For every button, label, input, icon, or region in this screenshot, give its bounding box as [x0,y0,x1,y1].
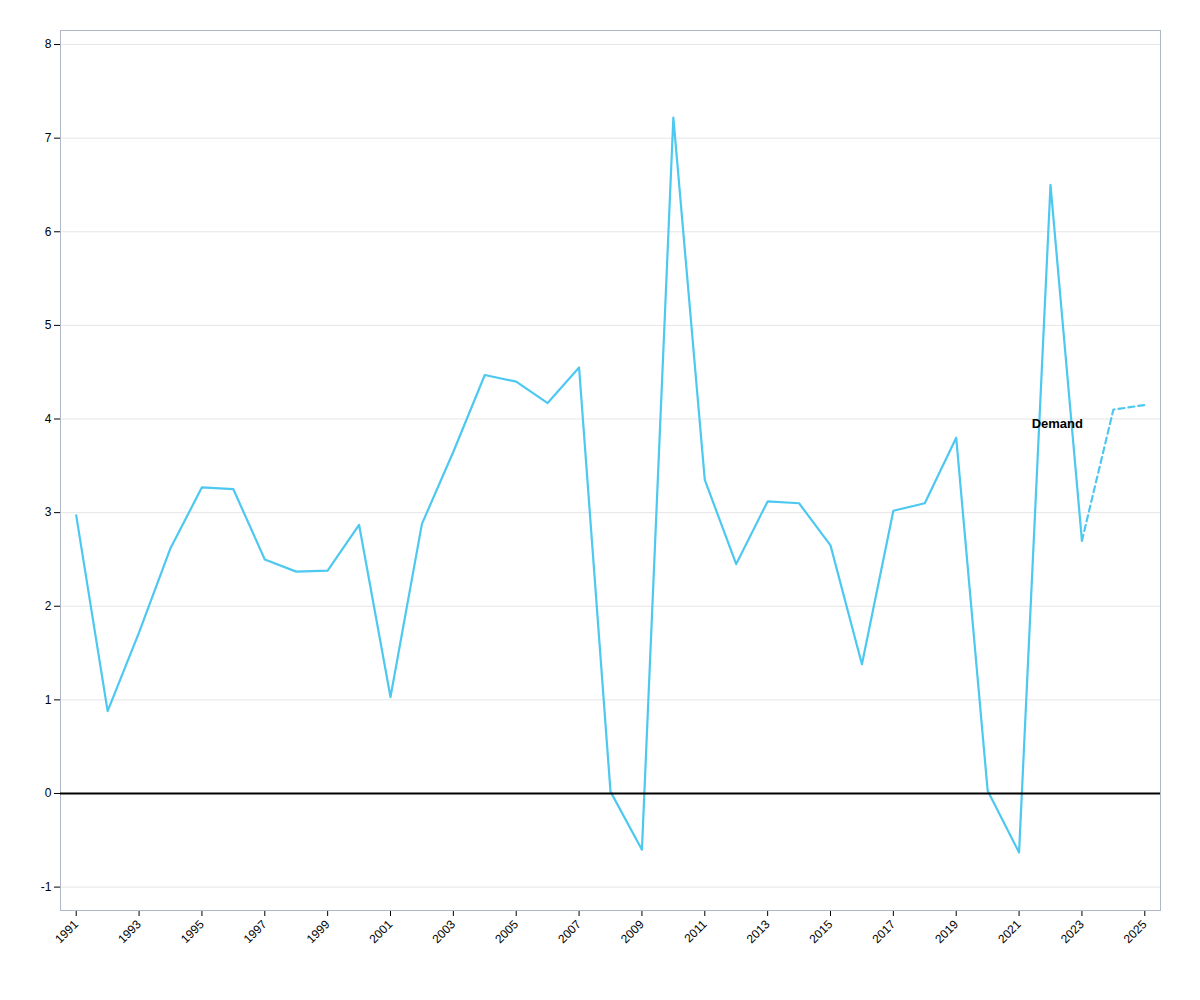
svg-text:4: 4 [45,412,52,426]
svg-text:2019: 2019 [932,917,961,946]
svg-text:2013: 2013 [744,917,773,946]
svg-text:1993: 1993 [115,917,144,946]
svg-text:2009: 2009 [618,917,647,946]
svg-text:3: 3 [45,505,52,519]
svg-text:Demand: Demand [1032,416,1083,431]
svg-text:2007: 2007 [555,917,584,946]
svg-text:5: 5 [45,318,52,332]
svg-text:0: 0 [45,786,52,800]
svg-text:1: 1 [45,693,52,707]
svg-text:1991: 1991 [52,917,81,946]
svg-text:2: 2 [45,599,52,613]
svg-text:2015: 2015 [807,917,836,946]
svg-text:2025: 2025 [1121,917,1150,946]
svg-text:1999: 1999 [304,917,333,946]
svg-text:2017: 2017 [869,917,898,946]
svg-text:8: 8 [45,37,52,51]
svg-text:2001: 2001 [367,917,396,946]
svg-text:2003: 2003 [429,917,458,946]
svg-text:2011: 2011 [681,917,709,945]
svg-text:7: 7 [45,131,52,145]
svg-text:2023: 2023 [1058,917,1087,946]
svg-text:2005: 2005 [492,917,521,946]
svg-text:-1: -1 [41,880,52,894]
svg-text:6: 6 [45,225,52,239]
svg-text:2021: 2021 [995,917,1024,946]
svg-text:1995: 1995 [178,917,207,946]
svg-text:1997: 1997 [241,917,270,946]
